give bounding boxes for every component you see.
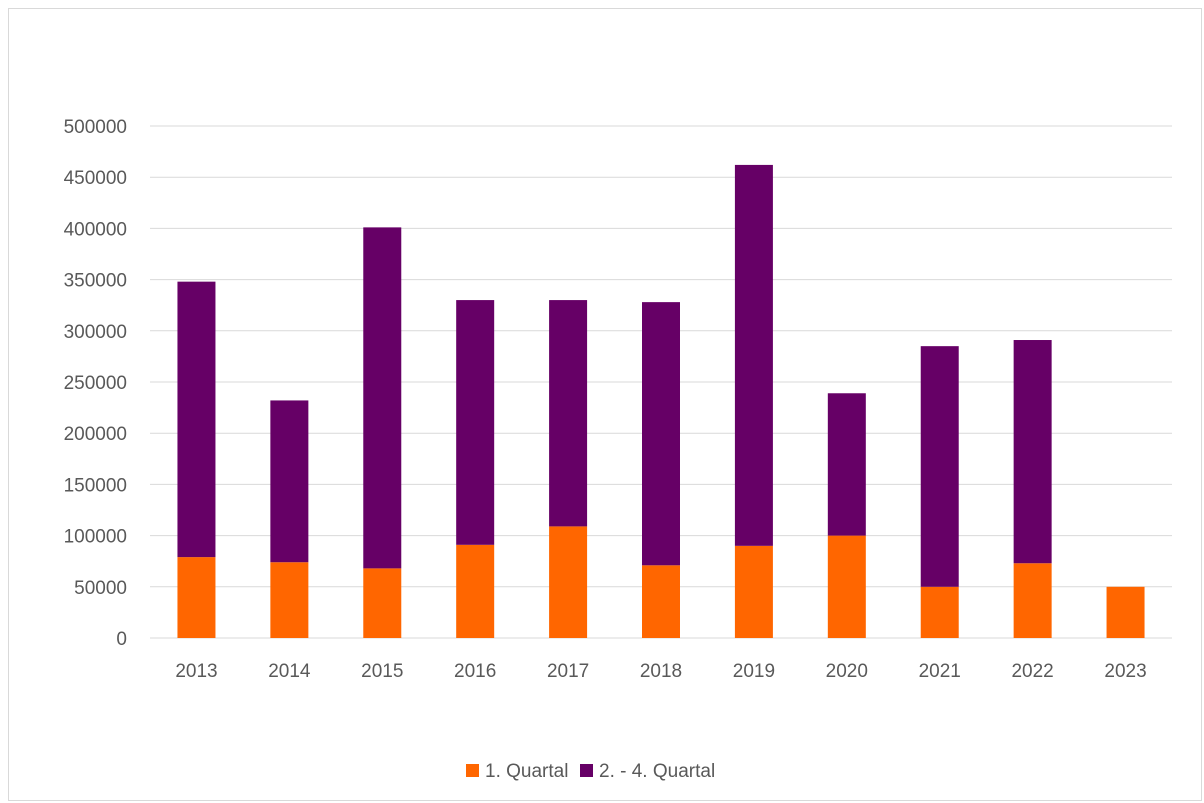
bar-q2-4-2017 [549,300,588,527]
y-tick-label: 0 [116,629,127,650]
y-tick-label: 250000 [64,373,127,394]
y-tick-label: 200000 [64,424,127,445]
bar-q1-2022 [1013,563,1052,638]
x-tick-label: 2019 [733,661,775,682]
bar-q2-4-2019 [734,164,773,546]
legend-label: 1. Quartal [485,761,568,782]
bar-q2-4-2013 [177,281,216,558]
legend: 1. Quartal 2. - 4. Quartal [466,761,715,782]
x-axis-tick-labels: 2013 2014 2015 2016 2017 2018 2019 2020 2021 2022… [175,661,1146,682]
legend-swatch [466,764,479,777]
bar-q1-2016 [456,544,495,638]
bar-q1-2020 [827,535,866,638]
y-tick-label: 500000 [64,117,127,138]
y-axis-tick-labels: 0 50000 100000 150000 200000 250000 300000 3500… [64,117,127,650]
bars [177,164,1145,638]
bar-q1-2015 [363,568,402,638]
x-tick-label: 2016 [454,661,496,682]
bar-q2-4-2016 [456,300,495,545]
bar-q1-2018 [642,565,680,638]
x-tick-label: 2015 [361,661,403,682]
y-tick-label: 100000 [64,527,127,548]
x-tick-label: 2013 [175,661,217,682]
bar-q1-2013 [177,557,216,638]
legend-swatch [580,764,593,777]
y-tick-label: 150000 [64,475,127,496]
bar-q2-4-2020 [827,393,866,536]
y-tick-label: 300000 [64,322,127,343]
x-tick-label: 2023 [1104,661,1146,682]
bar-q1-2021 [920,586,959,638]
bar-q2-4-2014 [270,400,309,563]
bar-q2-4-2021 [920,346,959,587]
x-tick-label: 2018 [640,661,682,682]
gridlines [150,125,1172,639]
bar-q2-4-2018 [642,302,680,566]
bar-q2-4-2015 [363,227,402,569]
y-tick-label: 50000 [74,578,127,599]
bar-q1-2017 [549,526,588,638]
x-tick-label: 2022 [1011,661,1053,682]
x-tick-label: 2020 [826,661,868,682]
legend-label: 2. - 4. Quartal [599,761,715,782]
bar-q2-4-2022 [1013,340,1052,564]
y-tick-label: 400000 [64,219,127,240]
bar-q1-2019 [734,545,773,638]
bar-q1-2014 [270,562,309,638]
y-tick-label: 450000 [64,168,127,189]
x-tick-label: 2021 [919,661,961,682]
bar-q1-2023 [1106,586,1145,638]
x-tick-label: 2014 [268,661,311,682]
x-tick-label: 2017 [547,661,589,682]
y-tick-label: 350000 [64,271,127,292]
